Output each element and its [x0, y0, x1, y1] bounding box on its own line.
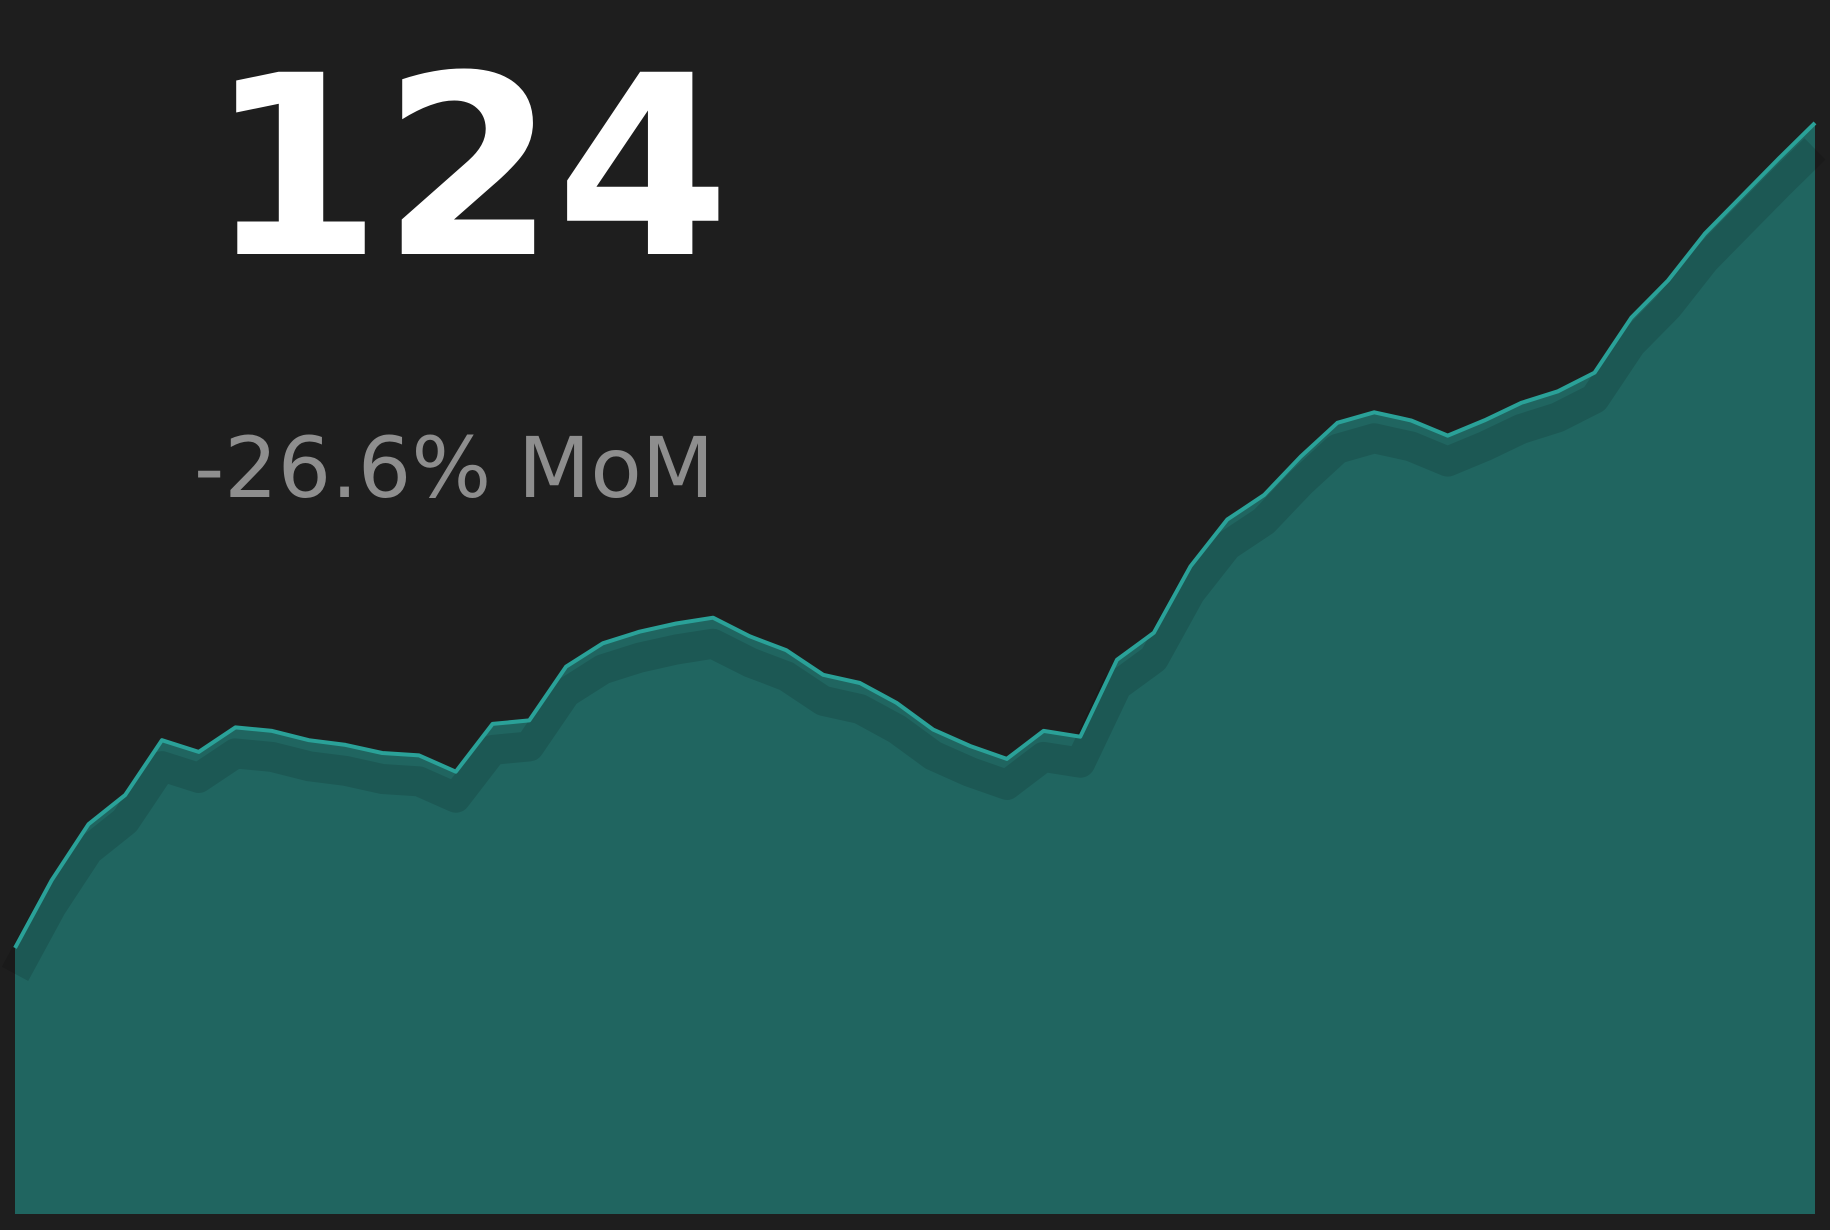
kpi-change: -26.6% MoM: [194, 419, 714, 517]
line: [13, 121, 1817, 949]
kpi-value: 124: [208, 22, 730, 313]
line-shadow: [1, 138, 1826, 982]
area-fill: [15, 122, 1815, 1214]
sparkline: [1, 121, 1826, 1214]
